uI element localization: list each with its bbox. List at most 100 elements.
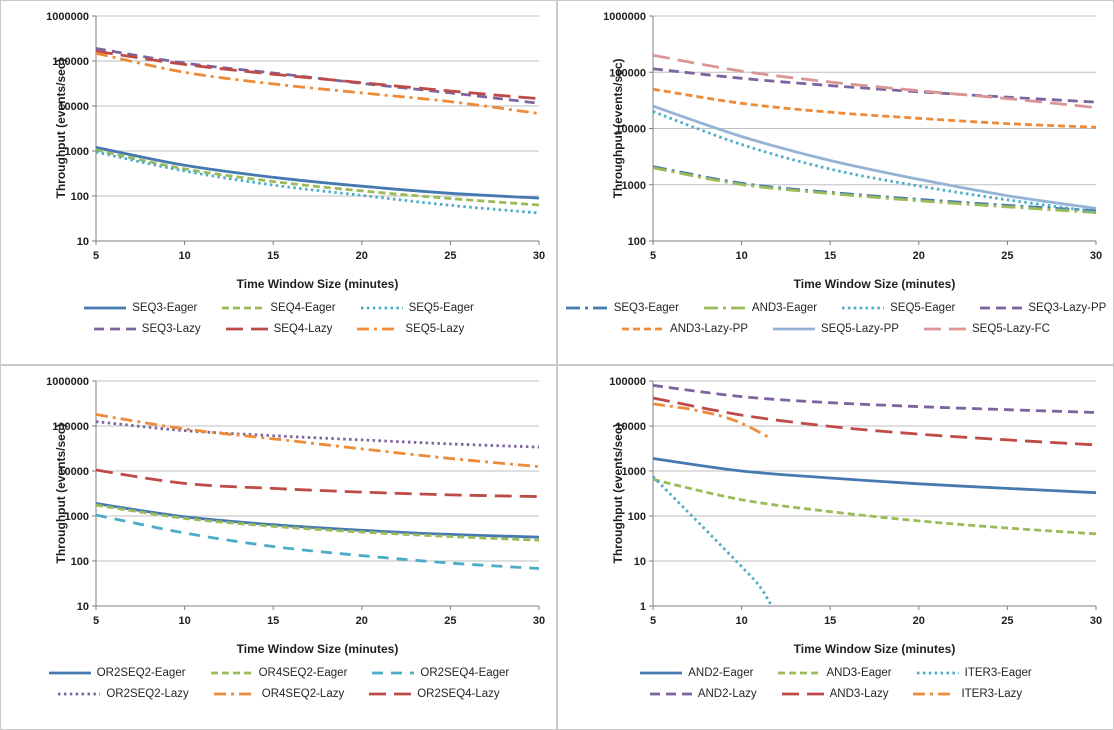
y-axis-title: Throughput (events/sec) xyxy=(54,423,68,563)
legend-swatch-line xyxy=(213,692,256,696)
legend-item-seq3-lazy: SEQ3-Lazy xyxy=(93,323,201,335)
series-line-iter3-lazy xyxy=(652,402,771,440)
legend-item-or2seq2-eager: OR2SEQ2-Eager xyxy=(48,667,186,679)
legend-label: AND3-Eager xyxy=(751,302,818,314)
series-line-seq4-lazy xyxy=(95,49,540,101)
y-axis-title: Throughput (events/sec) xyxy=(611,58,625,198)
series-line-seq3-lazy xyxy=(95,47,540,105)
y-tick-label: 1000000 xyxy=(603,11,646,23)
legend-label: OR2SEQ2-Lazy xyxy=(106,688,189,700)
legend-swatch-line xyxy=(357,327,400,331)
y-tick-label: 100 xyxy=(71,556,89,568)
x-axis-title: Time Window Size (minutes) xyxy=(237,642,399,656)
legend-label: SEQ3-Eager xyxy=(132,302,198,314)
x-tick-label: 15 xyxy=(824,250,836,262)
legend-swatch-line xyxy=(210,671,253,675)
legend-label: OR4SEQ2-Eager xyxy=(258,667,348,679)
x-axis-title: Time Window Size (minutes) xyxy=(794,642,956,656)
legend-item-seq4-lazy: SEQ4-Lazy xyxy=(225,323,333,335)
series-line-iter3-eager xyxy=(652,475,773,607)
x-tick-label: 20 xyxy=(356,250,368,262)
legend-swatch-line xyxy=(916,671,959,675)
legend-item-and2-lazy: AND2-Lazy xyxy=(649,688,757,700)
seq-and-chart: 100 1000 10000 100000 1000000 5 10 15 20 25 30 Time… xyxy=(603,11,1102,291)
or-legend: OR2SEQ2-Eager OR4SEQ2-Eager OR2SEQ4-Eager O… xyxy=(1,667,556,700)
series-line-or4seq2-eager xyxy=(95,503,540,542)
y-axis-title: Throughput (events/sec) xyxy=(611,423,625,563)
x-tick-label: 10 xyxy=(178,615,190,627)
legend-item-seq5-lazy: SEQ5-Lazy xyxy=(356,323,464,335)
legend-row: OR2SEQ2-Eager OR4SEQ2-Eager OR2SEQ4-Eager xyxy=(48,667,509,679)
legend-label: SEQ4-Lazy xyxy=(273,323,333,335)
series-line-seq3-eager xyxy=(95,146,540,200)
legend-label: SEQ3-Lazy xyxy=(141,323,201,335)
series-line-seq3-eager xyxy=(652,165,1097,213)
y-tick-label: 10 xyxy=(77,601,89,613)
legend-item-iter3-eager: ITER3-Eager xyxy=(916,667,1032,679)
x-tick-label: 25 xyxy=(444,250,456,262)
or-chart: 10 100 1000 10000 100000 1000000 5 10 15 20 25 30 Ti… xyxy=(46,376,545,656)
legend-label: SEQ3-Eager xyxy=(613,302,679,314)
legend-item-or4seq2-lazy: OR4SEQ2-Lazy xyxy=(213,688,344,700)
legend-swatch-line xyxy=(842,306,885,310)
series-line-and2-lazy xyxy=(652,384,1097,414)
legend-row: OR2SEQ2-Lazy OR4SEQ2-Lazy OR2SEQ4-Lazy xyxy=(57,688,500,700)
x-tick-label: 25 xyxy=(1001,615,1013,627)
legend-swatch-line xyxy=(222,306,265,310)
legend-swatch-line xyxy=(703,306,746,310)
x-tick-label: 5 xyxy=(650,250,656,262)
x-tick-label: 30 xyxy=(533,250,545,262)
series-line-and3-eager xyxy=(652,166,1097,214)
legend-label: OR2SEQ2-Eager xyxy=(96,667,186,679)
legend-swatch-line xyxy=(640,671,683,675)
x-tick-label: 30 xyxy=(533,615,545,627)
chart-panel-or: 10 100 1000 10000 100000 1000000 5 10 15 20 25 30 Ti… xyxy=(0,365,557,730)
legend-item-seq3-eager: SEQ3-Eager xyxy=(83,302,197,314)
x-tick-label: 5 xyxy=(93,250,99,262)
legend-label: SEQ3-Lazy-PP xyxy=(1028,302,1107,314)
y-tick-label: 100000 xyxy=(52,421,89,433)
x-axis-title: Time Window Size (minutes) xyxy=(794,277,956,291)
legend-swatch-line xyxy=(778,671,821,675)
legend-item-or2seq4-lazy: OR2SEQ4-Lazy xyxy=(368,688,500,700)
legend-label: AND3-Eager xyxy=(826,667,892,679)
series-line-or2seq4-eager xyxy=(95,513,540,570)
legend-item-seq5-eager: SEQ5-Eager xyxy=(841,302,955,314)
x-axis-title: Time Window Size (minutes) xyxy=(237,277,399,291)
legend-item-or4seq2-eager: OR4SEQ2-Eager xyxy=(210,667,348,679)
legend-item-or2seq2-lazy: OR2SEQ2-Lazy xyxy=(57,688,189,700)
legend-item-seq5-lazy-fc: SEQ5-Lazy-FC xyxy=(923,323,1050,335)
legend-swatch-line xyxy=(923,327,966,331)
x-tick-label: 15 xyxy=(267,250,279,262)
legend-swatch-line xyxy=(360,306,403,310)
legend-item-seq4-eager: SEQ4-Eager xyxy=(221,302,336,314)
seq-chart: 10 100 1000 10000 100000 1000000 5 10 15 20 25 30 Ti… xyxy=(46,11,545,291)
and-iter-legend: AND2-Eager AND3-Eager ITER3-Eager AND2-Lazy… xyxy=(558,667,1113,700)
y-tick-label: 100 xyxy=(71,191,89,203)
legend-label: OR2SEQ4-Lazy xyxy=(417,688,500,700)
legend-swatch-line xyxy=(369,692,412,696)
x-tick-label: 20 xyxy=(356,615,368,627)
legend-swatch-line xyxy=(649,692,692,696)
legend-label: ITER3-Eager xyxy=(964,667,1032,679)
and-iter-chart: 1 10 100 1000 10000 100000 5 10 15 20 25 30 Time Win… xyxy=(609,376,1102,656)
y-tick-label: 1000 xyxy=(65,146,89,158)
legend-label: AND3-Lazy-PP xyxy=(670,323,748,335)
legend-label: AND2-Lazy xyxy=(697,688,757,700)
legend-item-seq5-eager: SEQ5-Eager xyxy=(360,302,474,314)
x-tick-label: 5 xyxy=(93,615,99,627)
y-tick-label: 10000 xyxy=(58,101,89,113)
series-line-or2seq4-lazy xyxy=(95,468,540,498)
legend-item-seq3-lazy-pp: SEQ3-Lazy-PP xyxy=(979,302,1106,314)
legend-label: AND3-Lazy xyxy=(829,688,889,700)
legend-swatch-line xyxy=(93,327,136,331)
legend-swatch-line xyxy=(84,306,127,310)
y-tick-label: 100000 xyxy=(609,376,646,388)
legend-item-or2seq4-eager: OR2SEQ4-Eager xyxy=(371,667,509,679)
legend-item-and3-lazy: AND3-Lazy xyxy=(781,688,889,700)
legend-label: SEQ4-Eager xyxy=(270,302,336,314)
legend-label: OR4SEQ2-Lazy xyxy=(261,688,345,700)
legend-swatch-line xyxy=(622,327,665,331)
x-tick-label: 30 xyxy=(1090,615,1102,627)
